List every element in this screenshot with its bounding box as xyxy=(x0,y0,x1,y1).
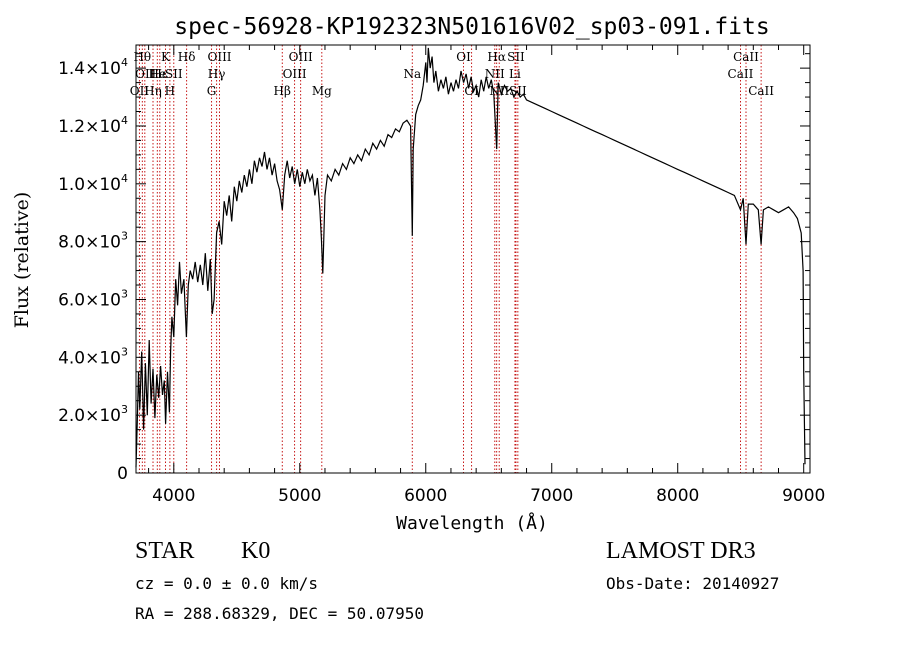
y-tick-label: 1.4×104 xyxy=(58,56,128,79)
y-tick-mantissa: 2.0×10 xyxy=(58,406,121,426)
spectral-line-label: Na xyxy=(403,67,421,81)
spectral-line-label: SII xyxy=(507,50,525,64)
spectral-line-label: OIII xyxy=(289,50,313,64)
coordinates: RA = 288.68329, DEC = 50.07950 xyxy=(135,604,424,623)
y-axis-label: Flux (relative) xyxy=(11,192,33,329)
y-tick-exponent: 3 xyxy=(121,287,128,300)
y-tick-mantissa: 4.0×10 xyxy=(58,348,121,368)
spectral-line-label: G xyxy=(207,84,217,98)
y-tick-exponent: 3 xyxy=(121,345,128,358)
redshift-value: cz = 0.0 ± 0.0 km/s xyxy=(135,574,319,593)
spectrum-line xyxy=(135,47,806,468)
object-type: STAR xyxy=(135,538,195,564)
y-tick-mantissa: 1.4×10 xyxy=(58,59,121,79)
y-tick-exponent: 4 xyxy=(121,114,128,127)
spectral-line-labels: OIIHθOIIHηHeHεKHSIIHδGHγOIIIHβOIIIOIIIMg… xyxy=(130,50,775,98)
y-tick-label: 1.0×104 xyxy=(58,172,128,195)
spectral-line-label: OI xyxy=(456,50,471,64)
y-tick-mantissa: 1.2×10 xyxy=(58,117,121,137)
spectral-line-label: Hβ xyxy=(274,84,291,98)
spectral-line-label: Hδ xyxy=(178,50,196,64)
x-tick-label: 4000 xyxy=(152,486,195,506)
y-tick-mantissa: 1.0×10 xyxy=(58,175,121,195)
x-tick-label: 5000 xyxy=(278,486,321,506)
spectral-line-label: SII xyxy=(165,67,183,81)
spectral-line-label: OIII xyxy=(207,50,231,64)
y-tick-exponent: 3 xyxy=(121,230,128,243)
spectral-line-label: Hη xyxy=(144,84,162,98)
spectral-subclass: K0 xyxy=(241,538,271,564)
y-tick-exponent: 4 xyxy=(121,172,128,185)
y-tick-mantissa: 6.0×10 xyxy=(58,290,121,310)
x-axis: 4000 5000 6000 7000 8000 9000 xyxy=(148,45,825,506)
obs-date: Obs-Date: 20140927 xyxy=(606,574,780,593)
y-tick-label: 4.0×103 xyxy=(58,345,128,368)
y-tick-exponent: 3 xyxy=(121,403,128,416)
spectral-line-label: Hα xyxy=(487,50,506,64)
y-tick-label: 0 xyxy=(117,464,128,484)
survey-name: LAMOST DR3 xyxy=(606,538,756,564)
spectral-line-label: Hγ xyxy=(208,67,226,81)
x-tick-label: 7000 xyxy=(530,486,573,506)
spectral-line-label: OII xyxy=(135,67,155,81)
spectral-line-label: Hε xyxy=(151,67,168,81)
y-tick-label: 2.0×103 xyxy=(58,403,128,426)
x-tick-label: 9000 xyxy=(782,486,825,506)
spectral-line-label: Mg xyxy=(312,84,332,98)
chart-title: spec-56928-KP192323N501616V02_sp03-091.f… xyxy=(174,14,769,40)
y-tick-label: 1.2×104 xyxy=(58,114,128,137)
spectral-line-label: OII xyxy=(130,84,150,98)
y-tick-mantissa: 0 xyxy=(117,464,128,484)
spectral-line-label: OIII xyxy=(283,67,307,81)
x-tick-label: 6000 xyxy=(404,486,447,506)
x-tick-label: 8000 xyxy=(656,486,699,506)
spectral-line-label: CaII xyxy=(728,67,754,81)
y-tick-exponent: 4 xyxy=(121,56,128,69)
plot-frame xyxy=(135,44,811,474)
y-tick-label: 6.0×103 xyxy=(58,287,128,310)
spectral-line-label: CaII xyxy=(733,50,759,64)
y-tick-mantissa: 8.0×10 xyxy=(58,233,121,253)
x-axis-label: Wavelength (Å) xyxy=(396,512,548,534)
spectral-line-label: He xyxy=(149,67,167,81)
spectral-line-label: CaII xyxy=(748,84,774,98)
spectral-line-label: H xyxy=(165,84,175,98)
y-tick-label: 8.0×103 xyxy=(58,230,128,253)
y-axis: 02.0×1034.0×1036.0×1038.0×1031.0×1041.2×… xyxy=(58,53,810,484)
spectral-line-label: K xyxy=(161,50,171,64)
spectral-line-markers xyxy=(138,45,762,473)
spectral-line-label: NII xyxy=(485,67,505,81)
spectral-line-label: Li xyxy=(509,67,521,81)
